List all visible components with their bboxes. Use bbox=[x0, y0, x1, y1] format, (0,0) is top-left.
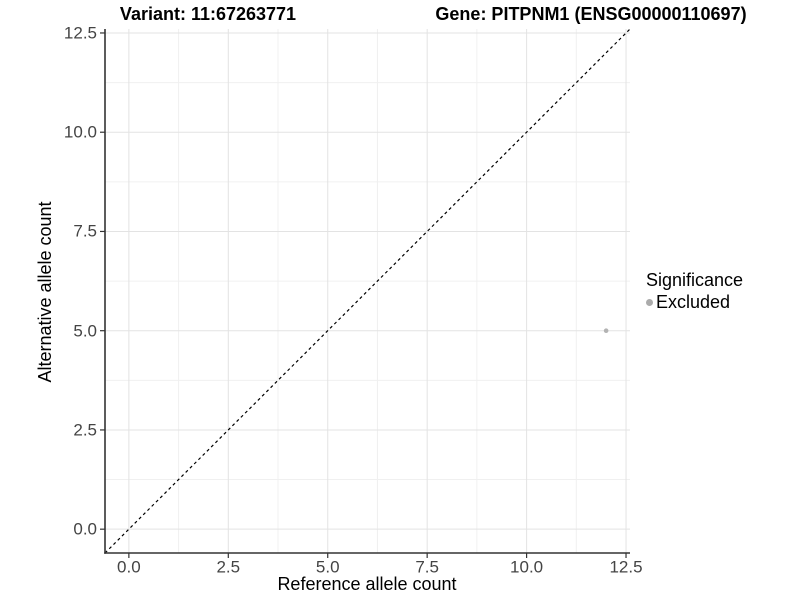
legend-item-excluded: Excluded bbox=[646, 293, 743, 312]
identity-reference-line bbox=[104, 28, 631, 554]
y-axis-title: Alternative allele count bbox=[35, 201, 55, 383]
plot-title-gene: Gene: PITPNM1 (ENSG00000110697) bbox=[435, 4, 747, 24]
x-tick-label: 12.5 bbox=[609, 557, 643, 577]
x-tick-label: 2.5 bbox=[216, 557, 241, 577]
x-tick-label: 10.0 bbox=[510, 557, 544, 577]
x-tick-label: 0.0 bbox=[117, 557, 141, 577]
x-axis-title: Reference allele count bbox=[277, 574, 457, 594]
x-tick-label: 5.0 bbox=[315, 557, 340, 577]
y-tick-label: 10.0 bbox=[63, 122, 97, 142]
y-tick-label: 7.5 bbox=[73, 221, 97, 241]
y-tick-label: 0.0 bbox=[73, 519, 97, 539]
legend: Significance Excluded bbox=[646, 271, 743, 312]
data-point-excluded bbox=[603, 328, 609, 333]
y-tick-label: 2.5 bbox=[73, 420, 97, 440]
legend-key-point-icon bbox=[646, 299, 653, 306]
y-tick-label: 12.5 bbox=[63, 23, 97, 43]
x-tick-label: 7.5 bbox=[415, 557, 439, 577]
legend-title: Significance bbox=[646, 270, 744, 290]
legend-item-label: Excluded bbox=[656, 292, 731, 312]
plot-title-variant: Variant: 11:67263771 bbox=[119, 4, 297, 24]
y-tick-label: 5.0 bbox=[73, 321, 97, 341]
